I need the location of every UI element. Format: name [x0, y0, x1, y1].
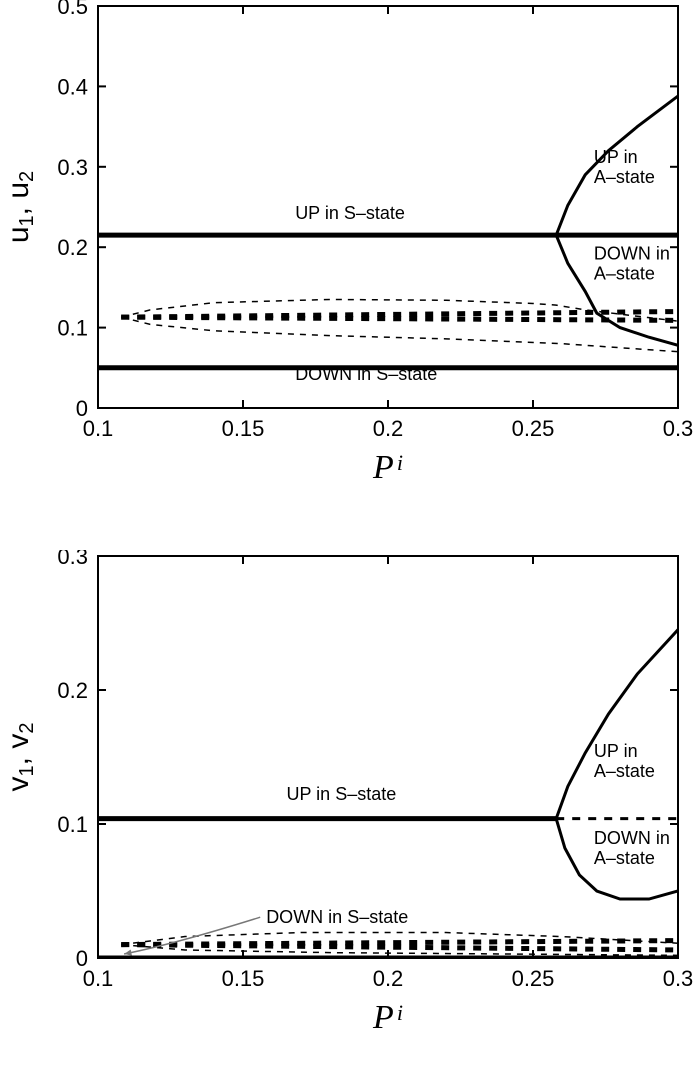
ytick-label: 0.2	[57, 678, 88, 703]
annotation: DOWN inA–state	[594, 828, 670, 868]
ytick-label: 0.3	[57, 155, 88, 180]
ytick-label: 0.4	[57, 74, 88, 99]
ytick-label: 0	[76, 396, 88, 421]
x-axis-label: Pi	[372, 999, 403, 1036]
xtick-label: 0.25	[512, 416, 555, 441]
xtick-label: 0.15	[222, 416, 265, 441]
curve-low-dash-lower	[121, 945, 678, 950]
xtick-label: 0.3	[663, 416, 694, 441]
annotation: DOWN in S–state	[295, 364, 437, 384]
ytick-label: 0.1	[57, 316, 88, 341]
ytick-label: 0.3	[57, 550, 88, 569]
annotation: UP inA–state	[594, 147, 655, 187]
xtick-label: 0.25	[512, 966, 555, 991]
y-axis-label: u1, u2	[2, 171, 38, 243]
curve-mid-dash-lower	[121, 317, 678, 320]
xtick-label: 0.2	[373, 966, 404, 991]
y-axis-label: v1, v2	[2, 723, 38, 792]
ytick-label: 0.1	[57, 812, 88, 837]
x-axis-label: Pi	[372, 449, 403, 486]
chart-panel: 0.10.150.20.250.300.10.20.3v1, v2PiUP in…	[0, 550, 694, 1076]
annotation: UP in S–state	[295, 203, 405, 223]
axes-box	[98, 556, 678, 958]
annotation: DOWN in S–state	[266, 907, 408, 927]
curve-envelope-bot	[121, 317, 678, 352]
ytick-label: 0	[76, 946, 88, 971]
annotation: UP in S–state	[287, 784, 397, 804]
chart-panel: 0.10.150.20.250.300.10.20.30.40.5u1, u2P…	[0, 0, 694, 526]
annotation: DOWN inA–state	[594, 243, 670, 283]
ytick-label: 0.5	[57, 0, 88, 19]
annotation-arrow	[124, 917, 260, 954]
annotation: UP inA–state	[594, 741, 655, 781]
xtick-label: 0.3	[663, 966, 694, 991]
curve-fork-up	[556, 630, 678, 819]
xtick-label: 0.2	[373, 416, 404, 441]
xtick-label: 0.15	[222, 966, 265, 991]
ytick-label: 0.2	[57, 235, 88, 260]
